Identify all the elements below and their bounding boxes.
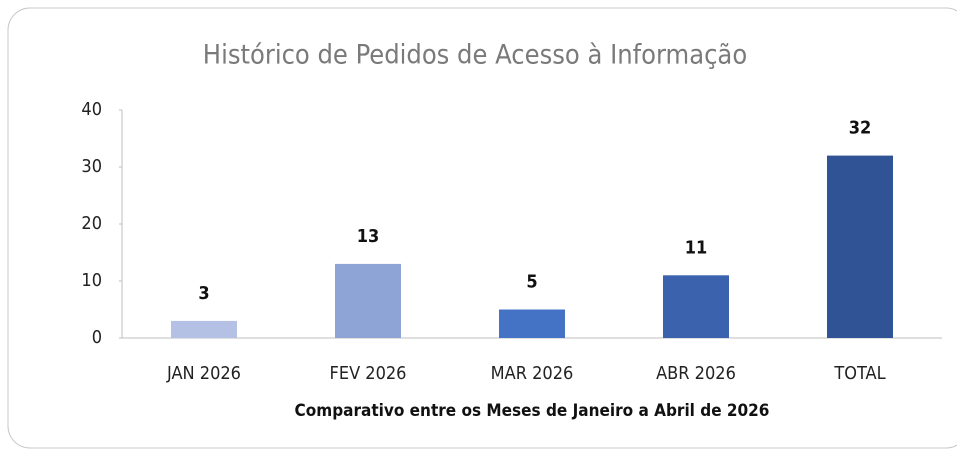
x-tick-label: ABR 2026 bbox=[656, 363, 736, 384]
value-label: 5 bbox=[526, 272, 537, 293]
y-tick-label: 0 bbox=[92, 327, 102, 348]
bar bbox=[335, 263, 401, 338]
x-tick-label: TOTAL bbox=[833, 363, 885, 384]
y-tick-label: 20 bbox=[81, 213, 102, 234]
chart-title: Histórico de Pedidos de Acesso à Informa… bbox=[203, 40, 747, 71]
bar bbox=[663, 275, 729, 338]
value-label: 13 bbox=[357, 226, 380, 247]
y-tick-label: 40 bbox=[81, 99, 102, 120]
bar bbox=[171, 320, 237, 338]
value-label: 3 bbox=[198, 283, 209, 304]
x-tick-label: MAR 2026 bbox=[491, 363, 574, 384]
x-tick-label: JAN 2026 bbox=[166, 363, 241, 384]
value-label: 11 bbox=[685, 237, 708, 258]
chart-frame bbox=[7, 7, 957, 449]
value-label: 32 bbox=[849, 118, 872, 139]
bar bbox=[499, 309, 565, 338]
x-tick-label: FEV 2026 bbox=[330, 363, 407, 384]
y-tick-label: 10 bbox=[81, 270, 102, 291]
bar bbox=[827, 155, 893, 338]
x-axis-label: Comparativo entre os Meses de Janeiro a … bbox=[295, 401, 770, 421]
y-tick-label: 30 bbox=[81, 156, 102, 177]
